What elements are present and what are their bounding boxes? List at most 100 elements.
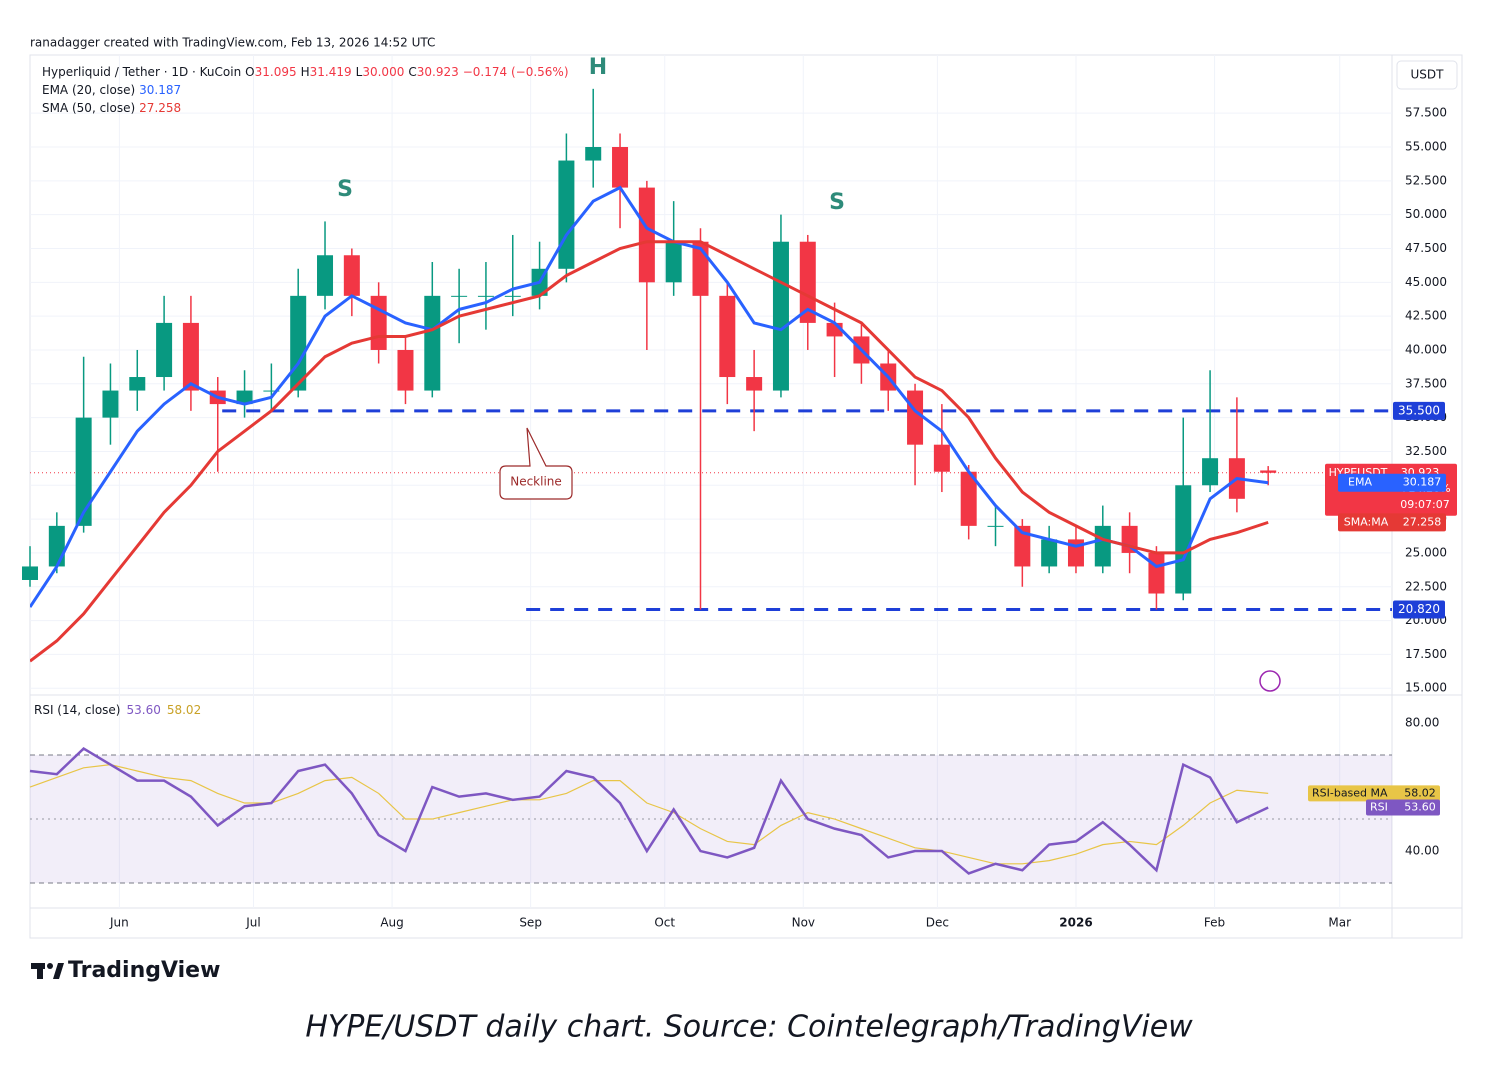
rsi-title: RSI (14, close) [34, 703, 120, 717]
rsi-tag-value: 58.02 [1404, 786, 1436, 799]
y-tick-label: 47.500 [1405, 241, 1447, 255]
ma-line [30, 240, 1269, 663]
candle-body [1094, 525, 1111, 567]
currency-box [1396, 60, 1458, 90]
candle-body [933, 444, 950, 472]
currency: USDT [1411, 68, 1445, 82]
pattern-label: S [337, 177, 353, 202]
pattern-label: H [589, 55, 607, 80]
x-tick-label: Nov [792, 916, 815, 930]
x-tick-label: Oct [654, 916, 675, 930]
candle-body [102, 390, 119, 418]
level-label: 20.820 [1398, 602, 1440, 616]
neckline-label: Neckline [510, 475, 562, 489]
ma-line [30, 185, 1269, 608]
candle-body [370, 295, 387, 350]
level-label-box [1393, 600, 1445, 619]
y-tick-label: 45.000 [1405, 275, 1447, 289]
caption: HYPE/USDT daily chart. Source: Cointeleg… [305, 1010, 1193, 1045]
ma-tag-box [1338, 513, 1446, 532]
y-tick-label: 50.000 [1405, 207, 1447, 221]
candle-body [1014, 525, 1031, 567]
ma-tag: EMA [1348, 476, 1372, 489]
legend-value: 27.258 [139, 101, 181, 115]
candle-body [960, 471, 977, 526]
candle-body [612, 147, 629, 188]
legend-name: SMA (50, close) [42, 101, 135, 115]
legend-line: EMA (20, close) 30.187 [42, 83, 181, 97]
level-label: 35.500 [1398, 403, 1440, 417]
candle-body [907, 390, 924, 445]
rsi-tag-box [1308, 785, 1440, 802]
candle-body [424, 295, 441, 391]
candle-body [343, 255, 360, 296]
y-tick-label: 17.500 [1405, 647, 1447, 661]
y-tick-label: 57.500 [1405, 106, 1447, 120]
y-tick-label: 32.500 [1405, 444, 1447, 458]
candle-body [504, 295, 521, 297]
candle-body [156, 322, 173, 378]
x-tick-label: Dec [926, 916, 949, 930]
x-tick-label: Aug [380, 916, 403, 930]
neckline-callout [499, 427, 573, 500]
candle-body [746, 377, 763, 391]
candle-body [182, 322, 199, 391]
legend-line: SMA (50, close) 27.258 [42, 101, 181, 115]
candle-body [263, 390, 280, 392]
alert-icon [1259, 670, 1281, 692]
candle-body [1041, 539, 1058, 567]
ohlc-value: 30.923 [417, 65, 459, 79]
legend-line: RSI (14, close) 53.60 58.02 [34, 703, 201, 717]
legend-change: −0.174 (−0.56%) [463, 65, 569, 79]
ohlc-key: C [408, 65, 416, 79]
ma-tag: SMA:MA [1344, 515, 1389, 528]
x-tick-label: Sep [519, 916, 542, 930]
candle-body [477, 295, 494, 297]
candle-body [317, 255, 334, 296]
x-tick-label: Jul [245, 916, 260, 930]
y-tick-label: 22.500 [1405, 579, 1447, 593]
candle-body [397, 349, 414, 391]
ohlc-key: O [245, 65, 254, 79]
logo-text: TradingView [68, 958, 220, 983]
legend-line: Hyperliquid / Tether · 1D · KuCoin O31.09… [42, 65, 569, 79]
y-tick-label: 55.000 [1405, 140, 1447, 154]
rsi-line [29, 747, 1269, 875]
rsi-tag: RSI-based MA [1312, 786, 1388, 799]
chart-frame [29, 54, 1463, 939]
y-tick-label: 37.500 [1405, 376, 1447, 390]
y-tick-label: 25.000 [1405, 545, 1447, 559]
candle-body [75, 417, 92, 526]
candle-body [1202, 458, 1219, 486]
candle-body [987, 525, 1004, 527]
rsi-tick-label: 80.00 [1405, 716, 1439, 730]
candle-body [451, 295, 468, 297]
candle-body [236, 390, 253, 405]
candle-body [1260, 470, 1277, 473]
y-tick-label: 52.500 [1405, 173, 1447, 187]
rsi-line [29, 764, 1269, 865]
y-tick-label: 15.000 [1405, 681, 1447, 695]
ohlc-value: 31.419 [310, 65, 352, 79]
candle-body [772, 241, 789, 391]
x-tick-label: Feb [1204, 916, 1225, 930]
candle-body [665, 241, 682, 283]
candle-body [585, 147, 602, 161]
rsi-ma-value: 58.02 [167, 703, 201, 717]
candle-body [719, 295, 736, 378]
ohlc-value: 31.095 [255, 65, 297, 79]
y-tick-label: 40.000 [1405, 342, 1447, 356]
legend-title: Hyperliquid / Tether · 1D · KuCoin [42, 65, 241, 79]
rsi-tag: RSI [1370, 801, 1388, 814]
candle-body [1148, 552, 1165, 594]
legend-name: EMA (20, close) [42, 83, 135, 97]
ohlc-key: H [301, 65, 310, 79]
level-label-box [1393, 401, 1445, 420]
rsi-tag-value: 53.60 [1404, 801, 1436, 814]
candle-body [638, 187, 655, 283]
header: ranadagger created with TradingView.com,… [30, 36, 435, 50]
candle-body [1175, 485, 1192, 594]
candle-body [22, 566, 38, 580]
